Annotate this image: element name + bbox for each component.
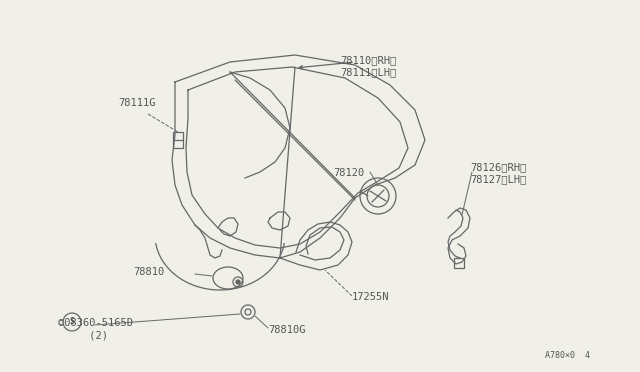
Text: A780×0  4: A780×0 4: [545, 351, 590, 360]
Text: 78810G: 78810G: [268, 325, 305, 335]
Text: 78111G: 78111G: [118, 98, 156, 108]
Text: 78110〈RH〉
78111〈LH〉: 78110〈RH〉 78111〈LH〉: [340, 55, 396, 77]
Text: 78126〈RH〉
78127〈LH〉: 78126〈RH〉 78127〈LH〉: [470, 162, 526, 185]
Text: 17255N: 17255N: [352, 292, 390, 302]
Text: 78810: 78810: [134, 267, 165, 277]
Bar: [173, 132, 183, 148]
Bar: [454, 258, 464, 268]
Text: ©08360-5165D
     (2): ©08360-5165D (2): [58, 318, 133, 340]
Text: S: S: [70, 317, 74, 327]
Text: 78120: 78120: [333, 168, 365, 178]
Circle shape: [236, 280, 240, 284]
